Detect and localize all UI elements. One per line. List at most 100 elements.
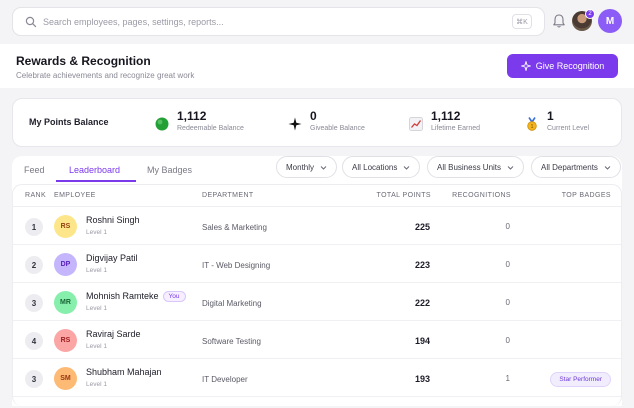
employee-level: Level 1 [86, 267, 107, 274]
recognitions-count: 1 [505, 374, 510, 383]
column-header-recognitions: RECOGNITIONS [452, 192, 511, 199]
column-header-department: DEPARTMENT [202, 192, 254, 199]
employee-avatar: MR [54, 291, 77, 314]
table-row[interactable]: 1 RS Roshni Singh Level 1 Sales & Market… [13, 207, 621, 245]
tab-leaderboard[interactable]: Leaderboard [69, 164, 121, 175]
total-points: 194 [414, 336, 430, 346]
dropdown-label: All Departments [541, 162, 598, 172]
star-performer-badge: Star Performer [550, 372, 611, 387]
total-points: 222 [414, 298, 430, 308]
location-filter-dropdown[interactable]: All Locations [342, 156, 421, 178]
search-icon [25, 16, 37, 27]
table-row[interactable]: 3 MR Mohnish Ramteke You Level 1 Digital … [13, 283, 621, 321]
employee-level: Level 1 [86, 381, 107, 388]
employee-name-text: Mohnish Ramteke [86, 291, 159, 301]
stat-label: Redeemable Balance [177, 125, 244, 132]
employee-avatar: RS [54, 215, 77, 238]
chart-icon [409, 117, 423, 131]
chevron-down-icon [507, 165, 514, 170]
employee-level: Level 1 [86, 305, 107, 312]
give-recognition-label: Give Recognition [535, 61, 605, 71]
employee-avatar: DP [54, 253, 77, 276]
rank-badge: 3 [25, 294, 43, 312]
tab-my-badges[interactable]: My Badges [147, 164, 193, 175]
total-points: 193 [414, 374, 430, 384]
business-unit-filter-dropdown[interactable]: All Business Units [427, 156, 525, 178]
active-tab-indicator [56, 180, 136, 182]
page-title: Rewards & Recognition [16, 54, 151, 68]
stat-value: 1 [547, 109, 554, 123]
leaderboard-table: RANK EMPLOYEE DEPARTMENT TOTAL POINTS RE… [12, 184, 622, 406]
stat-value: 0 [310, 109, 317, 123]
rank-badge: 1 [25, 218, 43, 236]
stat-giveable: 0 Giveable Balance [288, 109, 365, 132]
points-balance-card: My Points Balance 1,112 Redeemable Balanc… [12, 98, 622, 147]
tab-feed[interactable]: Feed [24, 164, 45, 175]
recognitions-count: 0 [505, 222, 510, 231]
column-header-total-points: TOTAL POINTS [376, 192, 431, 199]
sparkle-icon [520, 61, 531, 71]
employee-department: IT Developer [202, 375, 248, 384]
stat-label: Giveable Balance [310, 125, 365, 132]
employee-name: Raviraj Sarde [86, 329, 141, 339]
stat-label: Lifetime Earned [431, 125, 481, 132]
table-row[interactable]: 3 SM Shubham Mahajan Level 1 IT Develope… [13, 359, 621, 397]
rank-badge: 4 [25, 332, 43, 350]
you-badge: You [162, 291, 186, 302]
employee-avatar: RS [54, 329, 77, 352]
chevron-down-icon [320, 165, 327, 170]
table-row[interactable]: 4 RS Raviraj Sarde Level 1 Software Test… [13, 321, 621, 359]
column-header-employee: EMPLOYEE [54, 192, 96, 199]
recognitions-count: 0 [505, 260, 510, 269]
stat-lifetime: 1,112 Lifetime Earned [409, 109, 480, 132]
sparkle-icon [288, 117, 302, 131]
leaderboard-panel: Feed Leaderboard My Badges Monthly All L… [12, 156, 622, 406]
employee-department: Software Testing [202, 337, 261, 346]
employee-department: Sales & Marketing [202, 223, 267, 232]
stat-redeemable: 1,112 Redeemable Balance [155, 109, 244, 132]
column-header-top-badges: TOP BADGES [561, 192, 611, 199]
stat-value: 1,112 [431, 109, 461, 123]
svg-text:1: 1 [531, 124, 534, 130]
stat-level: 1 1 Current Level [525, 109, 589, 132]
department-filter-dropdown[interactable]: All Departments [531, 156, 621, 178]
chevron-down-icon [404, 165, 410, 170]
search-input[interactable] [43, 16, 483, 27]
bell-icon[interactable] [552, 13, 566, 29]
period-filter-dropdown[interactable]: Monthly [276, 156, 338, 178]
total-points: 223 [414, 260, 430, 270]
profile-avatar[interactable]: M [598, 9, 622, 33]
green-circle-icon [155, 117, 169, 131]
page-header: Rewards & Recognition Celebrate achievem… [0, 44, 634, 88]
stat-value: 1,112 [177, 109, 207, 123]
recognitions-count: 0 [505, 298, 510, 307]
employee-name: Shubham Mahajan [86, 367, 162, 377]
recognitions-count: 0 [505, 336, 510, 345]
dropdown-label: All Business Units [437, 162, 502, 172]
rank-badge: 2 [25, 256, 43, 274]
give-recognition-button[interactable]: Give Recognition [507, 54, 618, 78]
employee-avatar: SM [54, 367, 77, 390]
table-header: RANK EMPLOYEE DEPARTMENT TOTAL POINTS RE… [13, 185, 621, 207]
total-points: 225 [414, 222, 430, 232]
points-balance-title: My Points Balance [29, 117, 109, 127]
shortcut-hint: ⌘K [512, 14, 532, 29]
employee-level: Level 1 [86, 229, 107, 236]
stat-label: Current Level [547, 125, 590, 132]
employee-department: IT - Web Designing [202, 261, 271, 270]
notification-count-badge: 2 [585, 9, 595, 19]
employee-name: Digvijay Patil [86, 253, 138, 263]
rank-badge: 3 [25, 370, 43, 388]
dropdown-label: All Locations [352, 162, 398, 172]
top-bar: ⌘K 2 M [0, 0, 634, 44]
employee-level: Level 1 [86, 343, 107, 350]
employee-name: Mohnish Ramteke You [86, 291, 186, 302]
chevron-down-icon [604, 165, 611, 170]
table-row[interactable]: 2 DP Digvijay Patil Level 1 IT - Web Des… [13, 245, 621, 283]
page-subtitle: Celebrate achievements and recognize gre… [16, 71, 195, 80]
employee-name: Roshni Singh [86, 215, 140, 225]
column-header-rank: RANK [25, 192, 47, 199]
employee-department: Digital Marketing [202, 299, 262, 308]
search-bar[interactable]: ⌘K [12, 7, 545, 36]
medal-icon: 1 [525, 117, 539, 131]
